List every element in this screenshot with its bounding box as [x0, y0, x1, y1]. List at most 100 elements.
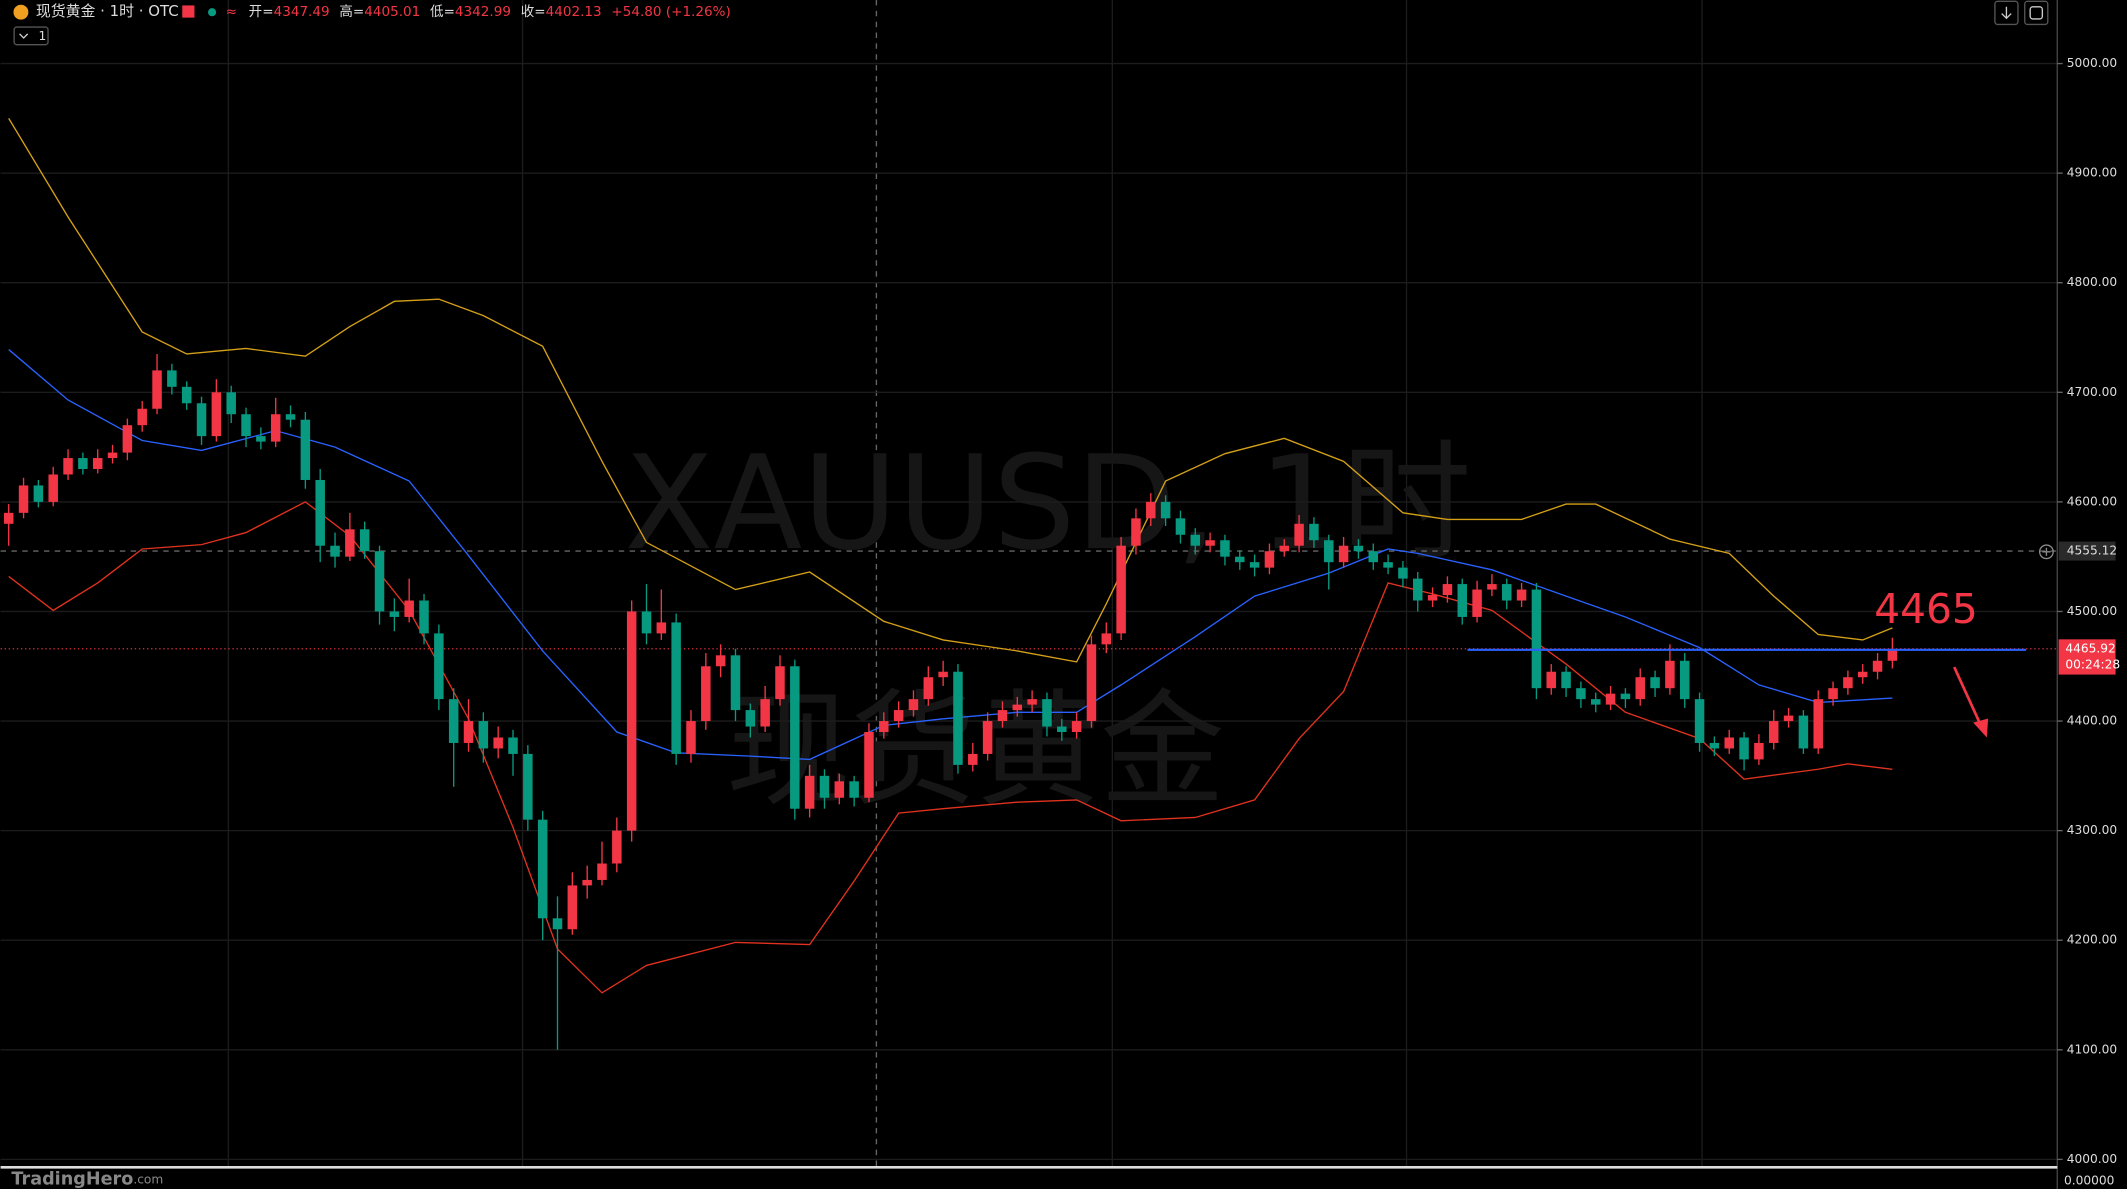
candle-body	[1101, 633, 1112, 645]
candle-body	[419, 600, 429, 634]
symbol-label[interactable]: 现货黄金 · 1时 · OTC	[36, 2, 179, 20]
candle-body	[1679, 660, 1690, 700]
change-value: +54.80 (+1.26%)	[611, 4, 730, 20]
interval-box: 1	[39, 29, 47, 43]
y-tick-label: 4300.00	[2067, 823, 2117, 837]
candle-body	[1768, 721, 1779, 743]
y-tick-label: 5000.00	[2067, 56, 2117, 70]
candle-body	[1576, 688, 1586, 700]
candle-body	[730, 655, 741, 711]
symbol-icon	[13, 4, 29, 20]
candle-body	[1813, 699, 1823, 749]
candle-body	[3, 512, 14, 524]
candle-body	[923, 677, 934, 700]
candle-body	[1398, 567, 1408, 579]
candle-body	[1294, 523, 1304, 546]
last-price-label: 4465.92	[2065, 641, 2115, 655]
countdown-label: 00:24:28	[2065, 658, 2120, 672]
candle-body	[1264, 551, 1275, 568]
candle-body	[1620, 693, 1631, 700]
candle-body	[1175, 518, 1186, 535]
candle-body	[78, 458, 88, 470]
candle-body	[819, 775, 830, 798]
y-tick-label: 4100.00	[2067, 1042, 2117, 1056]
candle-body	[701, 666, 711, 722]
candle-body	[1546, 671, 1556, 689]
lower-pane-value: 0.00000	[2064, 1173, 2114, 1187]
reset-button[interactable]	[2024, 0, 2049, 26]
candle-body	[1249, 562, 1260, 568]
candle-body	[1872, 660, 1883, 672]
band-line	[8, 501, 1893, 994]
candle-body	[1071, 721, 1082, 733]
candle-body	[196, 403, 207, 437]
y-tick-label: 4600.00	[2067, 494, 2117, 508]
candle-body	[1220, 540, 1230, 557]
candle-body	[1783, 715, 1794, 722]
candle-body	[745, 710, 756, 727]
candle-body	[1012, 704, 1023, 711]
candle-body	[270, 414, 281, 442]
y-tick-label: 4700.00	[2067, 385, 2117, 399]
high-value: 4405.01	[364, 4, 420, 20]
candle-body	[582, 879, 592, 886]
candle-body	[374, 551, 385, 612]
candle-body	[1724, 737, 1734, 749]
candle-body	[982, 721, 993, 754]
candle-body	[1042, 699, 1052, 727]
candle-body	[567, 885, 578, 930]
candle-body	[1798, 715, 1809, 749]
candle-body	[315, 479, 325, 546]
candle-body	[1338, 545, 1349, 563]
candle-body	[330, 545, 340, 557]
plot: 4465	[0, 62, 2058, 1161]
level-annotation: 4465	[1874, 585, 1977, 633]
candle-body	[1635, 677, 1645, 700]
candle-body	[1472, 589, 1482, 617]
add-alert-button[interactable]	[2038, 544, 2054, 560]
candle-body	[1235, 556, 1245, 563]
candle-body	[1427, 595, 1438, 601]
candle-body	[715, 655, 726, 667]
candle-body	[63, 458, 73, 475]
candle-body	[597, 863, 607, 880]
candle-body	[1413, 578, 1423, 601]
candle-body	[1516, 589, 1527, 601]
candle-body	[345, 529, 355, 557]
vertical-grid	[227, 0, 1703, 1166]
down-arrow-shaft	[1952, 666, 1984, 730]
candle-body	[1116, 545, 1126, 634]
add-alert-icon	[2042, 547, 2051, 556]
y-tick-label: 4800.00	[2067, 275, 2117, 289]
y-tick-label: 4500.00	[2067, 604, 2117, 618]
approx-icon: ≈	[226, 4, 237, 20]
candle-body	[537, 819, 548, 919]
candle-body	[18, 485, 29, 513]
candle-body	[1857, 671, 1868, 678]
down-arrow-head	[1973, 718, 1989, 738]
candle-body	[1561, 671, 1571, 689]
candle-body	[552, 918, 563, 930]
candle-body	[1190, 534, 1201, 546]
collapse-button[interactable]	[13, 26, 49, 46]
candle-body	[1457, 584, 1468, 617]
candle-body	[92, 458, 103, 470]
candle-body	[493, 737, 503, 749]
candle-body	[1739, 737, 1749, 760]
y-tick-label: 4900.00	[2067, 166, 2117, 180]
candle-body	[359, 529, 370, 552]
candle-body	[1353, 545, 1364, 552]
crosshair-price-label: 4555.12	[2067, 544, 2117, 558]
collapse-icon	[19, 33, 29, 39]
close-value: 4402.13	[546, 4, 602, 20]
candle-body	[1709, 742, 1720, 749]
candle-body	[953, 671, 963, 765]
candle-body	[804, 775, 815, 809]
candle-body	[1442, 584, 1453, 596]
candle-body	[656, 622, 667, 634]
candle-body	[1828, 688, 1838, 700]
candle-body	[1160, 501, 1171, 519]
candle-body	[1383, 562, 1393, 568]
candle-body	[1131, 518, 1141, 546]
